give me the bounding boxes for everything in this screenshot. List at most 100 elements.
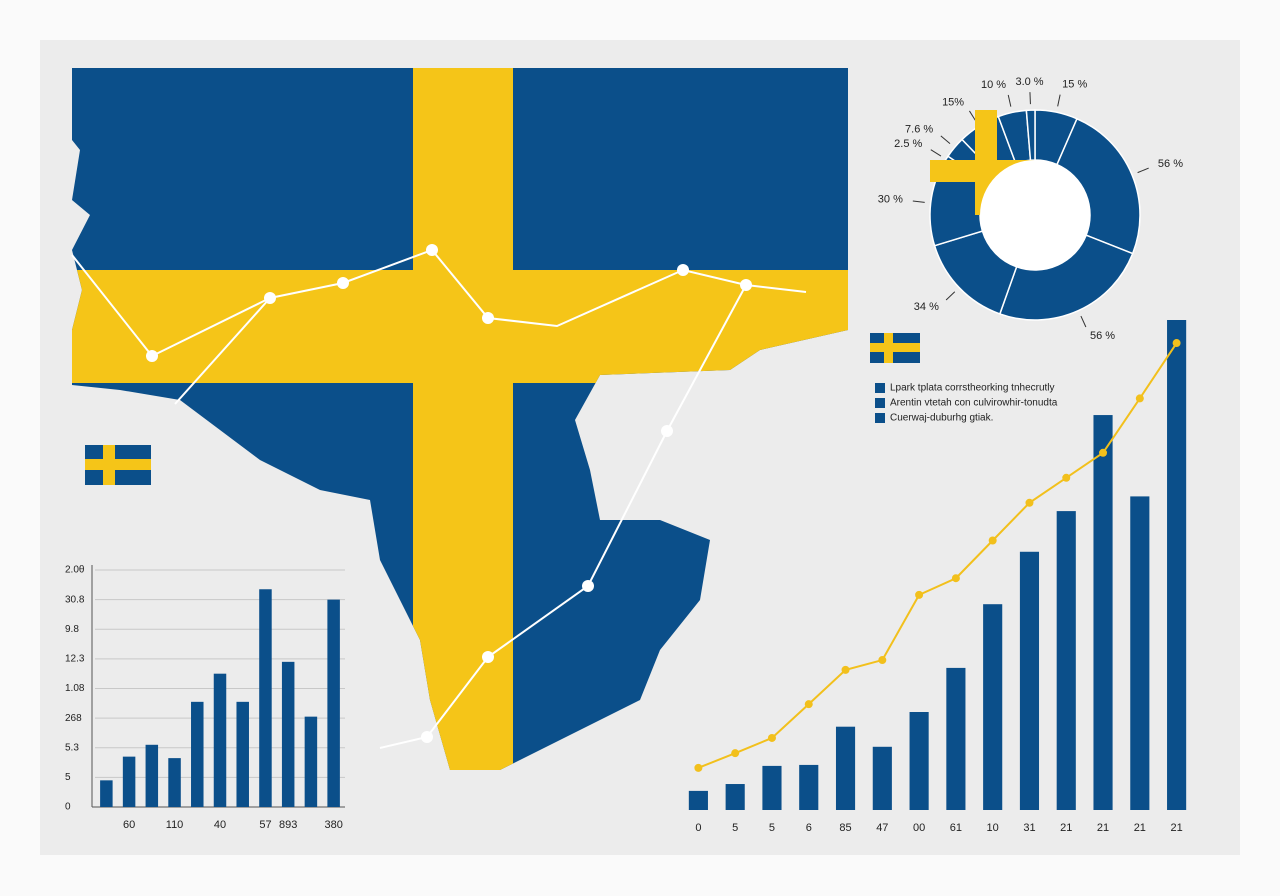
x-tick-label: 40 xyxy=(214,819,226,831)
x-tick-label: 5 xyxy=(732,822,738,834)
bar xyxy=(1019,551,1040,810)
bar xyxy=(946,667,966,810)
x-tick-label: 21 xyxy=(1170,822,1182,834)
bar xyxy=(304,716,318,807)
bar xyxy=(1167,320,1187,810)
legend-text: Lpark tplata corrstheorking tnhecrutly xyxy=(890,383,1055,394)
pie-label: 15 % xyxy=(1062,79,1087,91)
line-point xyxy=(841,665,850,674)
x-tick-label: 21 xyxy=(1097,822,1109,834)
x-tick-label: 893 xyxy=(279,819,297,831)
x-tick-label: 57 xyxy=(259,819,271,831)
bar xyxy=(236,701,249,807)
x-tick-label: 85 xyxy=(839,822,851,834)
x-tick-label: 47 xyxy=(876,822,888,834)
line-point xyxy=(988,536,997,545)
y-tick-label: 1.08 xyxy=(65,683,85,694)
legend-swatch xyxy=(875,398,885,408)
legend-text: Arentin vtetah con culvirowhir-tonudta xyxy=(890,398,1058,409)
line-point xyxy=(915,590,924,599)
line-point xyxy=(694,763,703,772)
bar xyxy=(983,604,1003,810)
bar xyxy=(191,701,204,807)
bar xyxy=(799,764,819,810)
line-point xyxy=(1099,448,1108,457)
line-point xyxy=(1025,498,1034,507)
pie-label: 2.5 % xyxy=(894,138,922,150)
leader-line xyxy=(945,291,956,301)
y-tick-label: 12.3 xyxy=(65,654,85,665)
x-tick-label: 21 xyxy=(1060,822,1072,834)
x-tick-label: 0 xyxy=(695,822,701,834)
pie-label: 10 % xyxy=(981,79,1006,91)
leader-line xyxy=(912,200,925,203)
leader-line xyxy=(1137,167,1149,174)
y-tick-label: 268 xyxy=(65,713,82,724)
decor-lines xyxy=(71,248,807,749)
line-point xyxy=(878,656,887,665)
leader-line xyxy=(930,149,942,157)
leader-line xyxy=(940,135,951,144)
donut-hole xyxy=(980,160,1090,270)
line-point xyxy=(1135,394,1144,403)
bar xyxy=(281,661,295,807)
x-tick-label: 10 xyxy=(987,822,999,834)
x-tick-label: 00 xyxy=(913,822,925,834)
leader-line xyxy=(1007,94,1012,107)
bar xyxy=(688,790,708,810)
pie-label: 7.6 % xyxy=(905,123,933,135)
y-tick-label: 30.8 xyxy=(65,594,85,605)
leader-line xyxy=(1080,315,1087,328)
y-tick-label: 0 xyxy=(65,802,71,813)
bar xyxy=(762,765,782,810)
bar xyxy=(872,746,892,810)
pie-label: 34 % xyxy=(914,301,939,313)
pie-label: 56 % xyxy=(1090,330,1115,342)
legend-text: Cuerwaj-duburhg gtiak. xyxy=(890,413,993,424)
pie-label: 30 % xyxy=(878,194,903,206)
bar xyxy=(213,673,227,807)
x-tick-label: 5 xyxy=(769,822,775,834)
x-tick-label: 60 xyxy=(123,819,135,831)
line-point xyxy=(1062,473,1071,482)
bar xyxy=(100,780,113,807)
pie-label: 56 % xyxy=(1158,158,1183,170)
pie-label: 15% xyxy=(942,96,964,108)
line xyxy=(698,342,1178,769)
line-point xyxy=(1172,339,1181,348)
decor-dots xyxy=(146,244,752,743)
x-tick-label: 110 xyxy=(166,819,184,831)
small-flag xyxy=(85,445,151,485)
leader-line xyxy=(969,110,977,122)
bar xyxy=(835,726,856,810)
legend-swatch xyxy=(875,383,885,393)
x-tick-label: 6 xyxy=(806,822,812,834)
bar xyxy=(145,744,159,807)
line-point xyxy=(767,733,776,742)
line-point xyxy=(804,700,813,709)
bar xyxy=(327,599,340,807)
bar xyxy=(909,712,929,810)
small-flag xyxy=(870,333,920,363)
line-point xyxy=(731,749,740,758)
y-tick-label: 5.3 xyxy=(65,742,79,753)
pie-label: 3.0 % xyxy=(1015,76,1043,88)
y-tick-label: 5 xyxy=(65,772,71,783)
bar xyxy=(122,756,136,807)
line-point xyxy=(951,574,960,583)
leader-line xyxy=(1057,94,1061,107)
x-tick-label: 21 xyxy=(1134,822,1146,834)
x-tick-label: 31 xyxy=(1023,822,1035,834)
legend-swatch xyxy=(875,413,885,423)
bar xyxy=(259,589,272,807)
x-tick-label: 61 xyxy=(950,822,962,834)
bar xyxy=(725,784,745,810)
bar xyxy=(1130,496,1150,810)
x-tick-label: 380 xyxy=(324,819,342,831)
y-tick-label: 9.8 xyxy=(65,624,79,635)
bar xyxy=(168,758,181,807)
y-tick-label: 2.0θ xyxy=(65,565,85,576)
bar xyxy=(1056,511,1076,810)
